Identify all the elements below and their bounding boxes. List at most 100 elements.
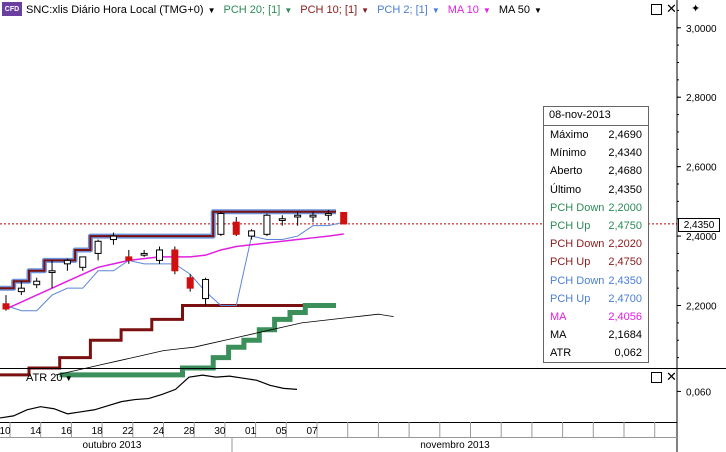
- row-label: Aberto: [550, 165, 583, 178]
- data-window-row: PCH Down 2,2000: [544, 199, 648, 217]
- row-label: MA: [550, 310, 567, 323]
- candle-body: [186, 277, 194, 289]
- pch10-upper-line: [0, 210, 336, 290]
- atr-layer: [0, 374, 298, 419]
- x-tick-label: 01: [245, 426, 257, 437]
- chevron-down-icon[interactable]: ▼: [431, 5, 440, 15]
- data-window-row: PCH Down 2,4350: [544, 272, 648, 290]
- indicator-ma10[interactable]: MA 10: [447, 4, 479, 16]
- x-tick-label: 28: [184, 426, 196, 437]
- data-window-row: Mínimo 2,4340: [544, 144, 648, 162]
- atr-label[interactable]: ATR 20: [26, 372, 63, 384]
- candle-body: [171, 249, 179, 272]
- last-price-tag: 2,4350: [678, 218, 720, 232]
- row-label: MA: [550, 329, 567, 342]
- candle-body: [248, 230, 256, 237]
- row-value: 2,4750: [608, 256, 642, 269]
- x-tick-label: 24: [153, 426, 165, 437]
- row-value: 2,1684: [608, 329, 642, 342]
- maximize-button[interactable]: [651, 4, 662, 15]
- month-label: novembro 2013: [420, 440, 490, 451]
- row-value: 2,4340: [608, 147, 642, 160]
- x-tick-label: 07: [306, 426, 318, 437]
- row-label: ATR: [550, 347, 572, 360]
- data-window-row: ATR 0,062: [544, 344, 648, 362]
- candle-body: [17, 287, 25, 293]
- cfd-badge: CFD: [2, 2, 22, 16]
- atr-close-button[interactable]: ✕: [666, 369, 677, 384]
- data-window-row: Máximo 2,4690: [544, 126, 648, 144]
- y-tick-label: 2,2000: [686, 302, 717, 313]
- candle-body: [125, 256, 133, 261]
- data-window-row: PCH Up 2,4700: [544, 290, 648, 308]
- symbol-title[interactable]: SNC:xlis Diário Hora Local (TMG+0): [26, 4, 204, 16]
- chevron-down-icon[interactable]: ▼: [482, 5, 491, 15]
- row-value: 2,4750: [608, 220, 642, 233]
- candle-body: [217, 213, 225, 235]
- chevron-down-icon[interactable]: ▼: [207, 5, 216, 15]
- data-window-row: PCH Up 2,4750: [544, 217, 648, 235]
- month-label: outubro 2013: [83, 440, 142, 451]
- candle-body: [309, 214, 317, 218]
- candle-body: [63, 259, 71, 265]
- ma50-line: [55, 313, 394, 376]
- candle-body: [94, 240, 102, 254]
- candle-body: [79, 256, 87, 268]
- atr-line: [0, 374, 298, 419]
- candle-body: [340, 211, 348, 225]
- candle-body: [2, 303, 10, 310]
- row-label: PCH Down: [550, 274, 605, 287]
- atr-tick-label: 0,060: [686, 387, 711, 398]
- row-value: 0,062: [614, 347, 642, 360]
- y-tick-label: 2,6000: [686, 163, 717, 174]
- row-value: 2,4680: [608, 165, 642, 178]
- row-value: 2,4056: [608, 310, 642, 323]
- data-window-date: 08-nov-2013: [544, 107, 648, 126]
- candle-body: [48, 270, 56, 274]
- atr-legend[interactable]: ATR 20 ▼: [26, 372, 73, 384]
- y-tick-label: 2,4000: [686, 232, 717, 243]
- row-value: 2,4690: [608, 129, 642, 142]
- pch10-lower-line: [0, 304, 336, 377]
- atr-maximize-button[interactable]: [651, 372, 662, 383]
- y-tick-label: 2,8000: [686, 93, 717, 104]
- x-tick-label: 05: [276, 426, 288, 437]
- x-tick-label: 16: [61, 426, 73, 437]
- row-value: 2,4700: [608, 292, 642, 305]
- data-window-row: PCH Down 2,2020: [544, 235, 648, 253]
- candle-body: [263, 214, 271, 235]
- close-button[interactable]: ✕: [666, 1, 677, 16]
- candles-layer: [2, 210, 348, 311]
- chevron-down-icon[interactable]: ▼: [361, 5, 370, 15]
- row-label: PCH Up: [550, 292, 591, 305]
- indicator-ma50[interactable]: MA 50: [498, 4, 531, 16]
- indicator-pch10[interactable]: PCH 10; [1]: [300, 4, 358, 16]
- chevron-down-icon[interactable]: ▼: [284, 5, 293, 15]
- data-window: 08-nov-2013 Máximo 2,4690 Mínimo 2,4340 Aber…: [543, 106, 649, 363]
- indicator-pch2[interactable]: PCH 2; [1]: [377, 4, 428, 16]
- candle-body: [294, 214, 302, 218]
- indicator-pch20[interactable]: PCH 20; [1]: [223, 4, 281, 16]
- x-tick-label: 10: [0, 426, 11, 437]
- y-tick-label: 3,0000: [686, 24, 717, 35]
- chevron-down-icon[interactable]: ▼: [62, 374, 73, 383]
- chart-legend: SNC:xlis Diário Hora Local (TMG+0) ▼ PCH …: [26, 2, 546, 18]
- x-tick-label: 14: [30, 426, 42, 437]
- pin-icon[interactable]: ✦: [691, 3, 701, 15]
- data-window-rows: Máximo 2,4690 Mínimo 2,4340 Aberto 2,4680 Últi…: [544, 126, 648, 362]
- row-label: PCH Down: [550, 201, 605, 214]
- chevron-down-icon[interactable]: ▼: [534, 5, 542, 15]
- data-window-row: MA 2,4056: [544, 308, 648, 326]
- x-tick-label: 22: [122, 426, 134, 437]
- candle-body: [109, 235, 117, 241]
- pch20-lower-line: [59, 303, 336, 378]
- row-label: Último: [550, 183, 582, 196]
- candle-body: [140, 252, 148, 256]
- row-label: PCH Down: [550, 238, 605, 251]
- data-window-row: Aberto 2,4680: [544, 162, 648, 180]
- data-window-row: Último 2,4350: [544, 181, 648, 199]
- x-tick-label: 18: [92, 426, 104, 437]
- row-value: 2,2020: [608, 238, 642, 251]
